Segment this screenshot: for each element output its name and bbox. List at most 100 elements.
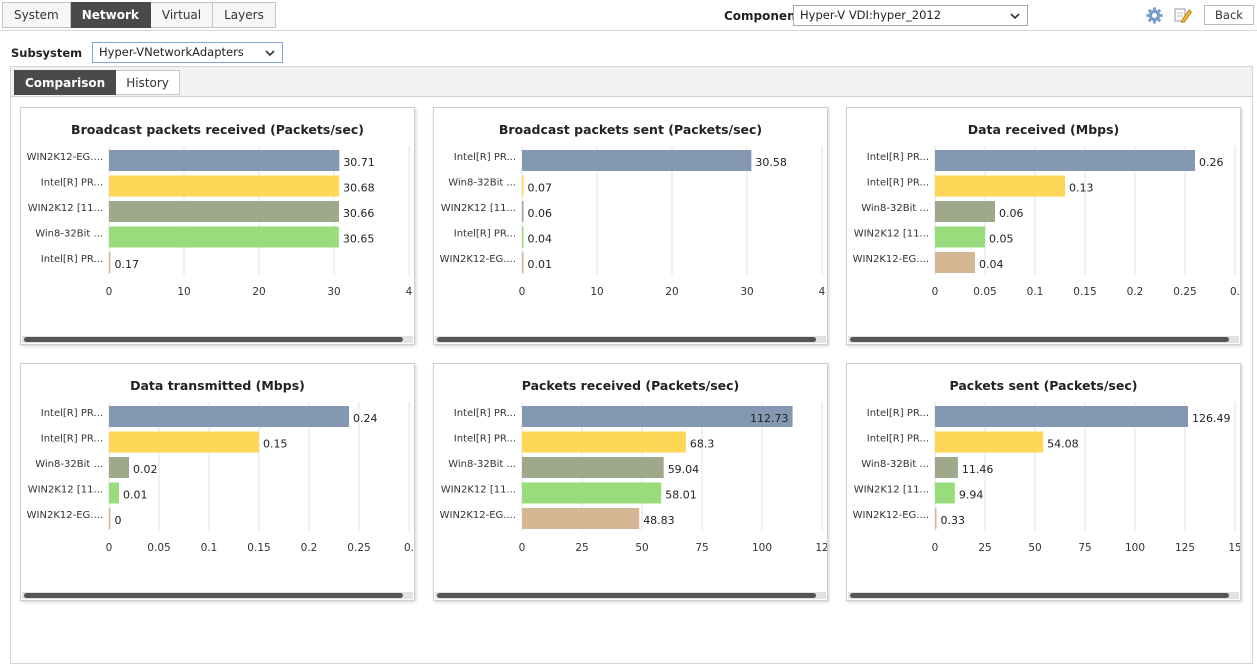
chevron-down-icon — [265, 50, 275, 57]
horizontal-scrollbar[interactable] — [848, 336, 1239, 343]
data-label: 0.15 — [263, 438, 288, 451]
bar[interactable] — [522, 201, 524, 222]
main-tabs: System Network Virtual Layers — [2, 2, 276, 28]
tab-comparison[interactable]: Comparison — [14, 70, 117, 95]
bar[interactable] — [109, 406, 349, 427]
horizontal-scrollbar[interactable] — [22, 592, 413, 599]
bar[interactable] — [109, 175, 340, 197]
category-label: Intel[R] PR... — [41, 434, 103, 445]
horizontal-scrollbar[interactable] — [435, 592, 826, 599]
bar[interactable] — [109, 150, 340, 171]
tab-virtual[interactable]: Virtual — [150, 2, 214, 28]
bar[interactable] — [522, 431, 686, 453]
horizontal-scrollbar[interactable] — [435, 336, 826, 343]
data-label: 0.06 — [999, 207, 1024, 220]
bar[interactable] — [109, 482, 119, 504]
category-label: Intel[R] PR... — [867, 178, 929, 189]
data-label: 30.68 — [343, 182, 375, 195]
bar[interactable] — [522, 406, 793, 427]
bar[interactable] — [109, 201, 339, 222]
tab-layers[interactable]: Layers — [213, 2, 276, 28]
tick-label: 0 — [106, 542, 113, 554]
bar[interactable] — [522, 252, 524, 273]
category-label: Intel[R] PR... — [454, 152, 516, 163]
tick-label: 0. — [404, 542, 414, 554]
data-label: 58.01 — [665, 489, 697, 502]
bar[interactable] — [109, 226, 339, 248]
bar[interactable] — [109, 431, 259, 453]
tick-label: 0. — [1230, 286, 1240, 298]
tab-network[interactable]: Network — [70, 2, 151, 28]
category-label: Win8-32Bit ... — [448, 178, 516, 189]
bar[interactable] — [522, 150, 752, 171]
bar[interactable] — [522, 508, 640, 529]
bar[interactable] — [522, 175, 524, 197]
back-button[interactable]: Back — [1204, 5, 1254, 25]
bar[interactable] — [109, 252, 111, 273]
data-label: 54.08 — [1047, 438, 1079, 451]
horizontal-scrollbar[interactable] — [22, 336, 413, 343]
data-label: 30.71 — [343, 156, 375, 169]
bar-chart-plot: 0 25 50 75 100 125 15 Intel[R] PR... 126.49 Intel… — [853, 402, 1240, 554]
bar[interactable] — [935, 457, 958, 478]
tick-label: 20 — [252, 286, 265, 298]
chart-title: Packets sent (Packets/sec) — [949, 378, 1138, 393]
horizontal-scrollbar[interactable] — [848, 592, 1239, 599]
component-select-value: Hyper-V VDI:hyper_2012 — [800, 8, 942, 22]
component-select[interactable]: Hyper-V VDI:hyper_2012 — [793, 5, 1028, 26]
bar[interactable] — [522, 457, 664, 478]
category-label: WIN2K12 [11... — [854, 485, 929, 496]
chart-title: Broadcast packets sent (Packets/sec) — [498, 122, 763, 137]
bar[interactable] — [522, 226, 524, 248]
tick-label: 0.25 — [347, 542, 370, 554]
tick-label: 125 — [1175, 542, 1195, 554]
category-label: Intel[R] PR... — [41, 254, 103, 265]
data-label: 48.83 — [643, 514, 675, 527]
tick-label: 4 — [406, 286, 413, 298]
pencil-icon[interactable] — [1173, 5, 1193, 25]
tick-label: 0 — [932, 542, 939, 554]
category-label: Intel[R] PR... — [454, 229, 516, 240]
tick-label: 0.05 — [973, 286, 996, 298]
bar[interactable] — [935, 406, 1188, 427]
tab-history[interactable]: History — [116, 70, 180, 95]
chart-card-data-transmitted: 0 0.05 0.1 0.15 0.2 0.25 0. Intel[R] PR... 0.24 I… — [20, 363, 415, 601]
bar[interactable] — [935, 252, 975, 273]
tick-label: 50 — [635, 542, 648, 554]
category-label: Intel[R] PR... — [41, 178, 103, 189]
bar-chart-plot: 0 25 50 75 100 12 Intel[R] PR... 112.73 Intel[R]… — [440, 402, 827, 554]
tick-label: 0.25 — [1173, 286, 1196, 298]
bar[interactable] — [109, 508, 111, 529]
bar[interactable] — [935, 150, 1195, 171]
tab-system[interactable]: System — [2, 2, 71, 28]
bar-chart-plot: 0 10 20 30 4 WIN2K12-EG.... 30.71 Intel[R] PR..… — [27, 146, 413, 298]
bar[interactable] — [935, 226, 985, 248]
category-label: Intel[R] PR... — [867, 408, 929, 419]
category-label: WIN2K12 [11... — [441, 485, 516, 496]
tick-label: 0.05 — [147, 542, 170, 554]
category-label: WIN2K12 [11... — [854, 229, 929, 240]
subsystem-label: Subsystem — [11, 46, 83, 60]
bar[interactable] — [935, 201, 995, 222]
category-label: WIN2K12-EG.... — [853, 510, 929, 521]
tick-label: 0.2 — [301, 542, 318, 554]
tick-label: 50 — [1028, 542, 1041, 554]
bar[interactable] — [109, 457, 129, 478]
data-label: 0.17 — [115, 258, 140, 271]
tick-label: 0.2 — [1127, 286, 1144, 298]
chevron-down-icon — [1010, 13, 1020, 20]
bar[interactable] — [935, 482, 955, 504]
data-label: 9.94 — [959, 489, 984, 502]
gear-icon[interactable] — [1145, 6, 1164, 25]
bar[interactable] — [935, 175, 1065, 197]
category-label: WIN2K12 [11... — [28, 203, 103, 214]
data-label: 0.01 — [123, 489, 148, 502]
subsystem-select[interactable]: Hyper-VNetworkAdapters — [92, 42, 283, 63]
data-label: 0.02 — [133, 463, 158, 476]
bar[interactable] — [935, 431, 1044, 453]
tick-label: 10 — [590, 286, 603, 298]
category-label: Win8-32Bit ... — [861, 203, 929, 214]
bar-chart-plot: 0 0.05 0.1 0.15 0.2 0.25 0. Intel[R] PR... 0.26 I… — [853, 146, 1240, 298]
bar[interactable] — [935, 508, 937, 529]
bar[interactable] — [522, 482, 662, 504]
